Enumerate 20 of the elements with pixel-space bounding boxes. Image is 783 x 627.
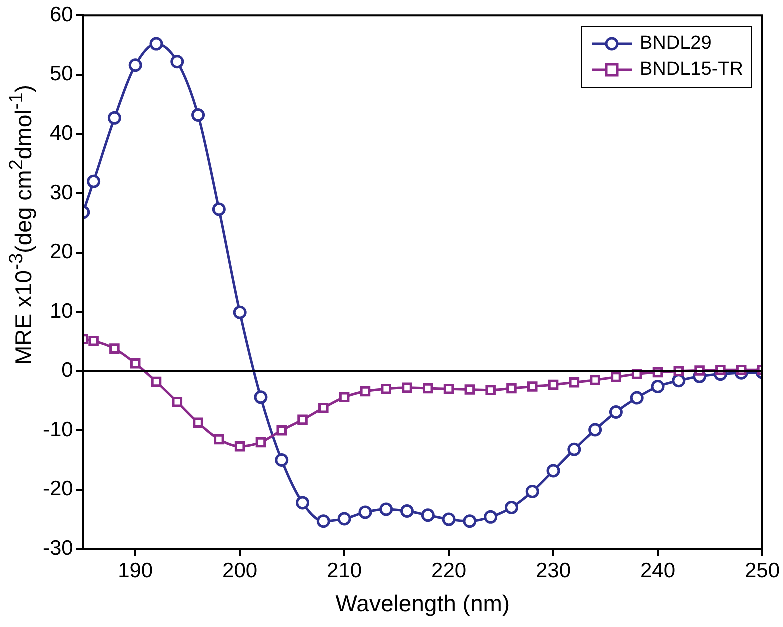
x-axis-title: Wavelength (nm): [336, 590, 510, 617]
x-tick-label: 230: [536, 560, 572, 583]
x-tick-label: 220: [432, 560, 467, 583]
y-tick-label: -10: [42, 418, 74, 442]
y-tick-label: 40: [50, 122, 74, 145]
x-tick-label: 240: [640, 560, 676, 583]
y-tick-label: 10: [50, 300, 74, 323]
y-tick-label: -20: [42, 478, 74, 501]
x-tick-label: 190: [118, 560, 154, 583]
x-tick-label: 210: [327, 560, 362, 583]
x-tick-label: 250: [744, 560, 780, 583]
y-tick-label: -30: [42, 536, 74, 560]
y-tick-label: 0: [62, 359, 74, 382]
legend-label: BNDL29: [640, 32, 712, 56]
x-tick-label: 200: [222, 560, 258, 583]
legend-label: BNDL15-TR: [640, 58, 744, 82]
y-tick-label: 60: [50, 3, 74, 26]
y-tick-label: 30: [50, 181, 74, 204]
y-tick-label: 20: [50, 240, 74, 264]
y-tick-label: 50: [50, 62, 74, 86]
